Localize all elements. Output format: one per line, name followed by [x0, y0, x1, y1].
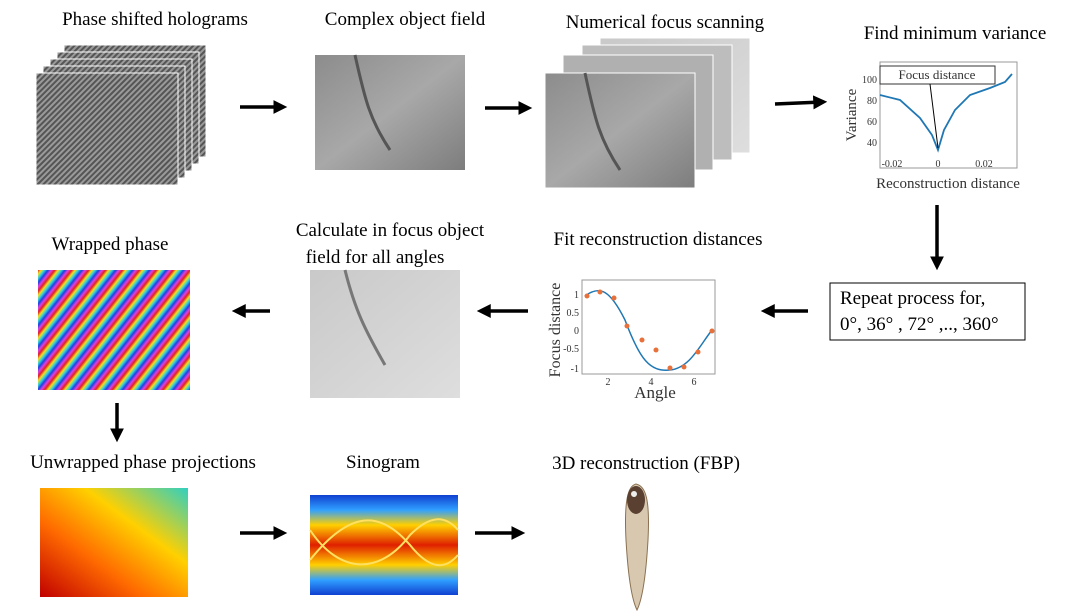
focus-stack	[544, 37, 751, 189]
x-tick-label: 6	[692, 377, 697, 388]
object-field-image	[315, 55, 465, 170]
y-tick-label: 0.5	[567, 308, 580, 319]
arrow	[774, 95, 828, 110]
y-axis-label: Focus distance	[547, 283, 564, 378]
x-tick-label: 0	[936, 159, 941, 170]
in-focus-image	[310, 270, 460, 398]
fish-reconstruction	[625, 483, 649, 611]
step-title: Unwrapped phase projections	[30, 452, 256, 473]
x-axis-label: Reconstruction distance	[876, 176, 1020, 192]
hologram-stack	[35, 44, 207, 186]
variance-plot: Focus distance -0.02 0 0.02 100 80 60 40…	[844, 61, 1020, 192]
x-tick-label: -0.02	[882, 159, 903, 170]
unwrapped-phase-image	[40, 488, 188, 597]
step-title: Numerical focus scanning	[566, 12, 765, 33]
wrapped-phase-image	[38, 270, 190, 390]
step-title: Sinogram	[346, 452, 420, 473]
y-tick-label: 0	[574, 326, 579, 337]
step-title: 3D reconstruction (FBP)	[552, 453, 740, 474]
step-title: Find minimum variance	[864, 23, 1047, 44]
repeat-text: 0°, 36° , 72° ,.., 360°	[840, 314, 999, 335]
y-tick-label: -1	[571, 364, 579, 375]
sinogram-image	[309, 495, 459, 595]
x-axis-label: Angle	[634, 383, 676, 402]
y-tick-label: 80	[867, 96, 877, 107]
y-tick-label: 1	[574, 290, 579, 301]
annotation: Focus distance	[899, 67, 976, 82]
y-tick-label: -0.5	[563, 344, 579, 355]
y-tick-label: 40	[867, 138, 877, 149]
repeat-box	[829, 282, 1026, 341]
y-tick-label: 60	[867, 117, 877, 128]
step-title: field for all angles	[306, 247, 445, 268]
step-title: Calculate in focus object	[296, 220, 485, 241]
step-title: Wrapped phase	[52, 234, 169, 255]
x-tick-label: 2	[606, 377, 611, 388]
x-tick-label: 4	[649, 377, 654, 388]
step-title: Complex object field	[325, 9, 486, 30]
y-tick-label: 100	[862, 75, 877, 86]
fit-plot: 1 0.5 0 -0.5 -1 2 4 6 Focus distance Ang…	[547, 279, 716, 402]
x-tick-label: 0.02	[975, 159, 993, 170]
y-axis-label: Variance	[844, 88, 860, 141]
step-title: Phase shifted holograms	[62, 9, 248, 30]
repeat-text: Repeat process for,	[840, 288, 985, 309]
step-title: Fit reconstruction distances	[554, 229, 763, 250]
